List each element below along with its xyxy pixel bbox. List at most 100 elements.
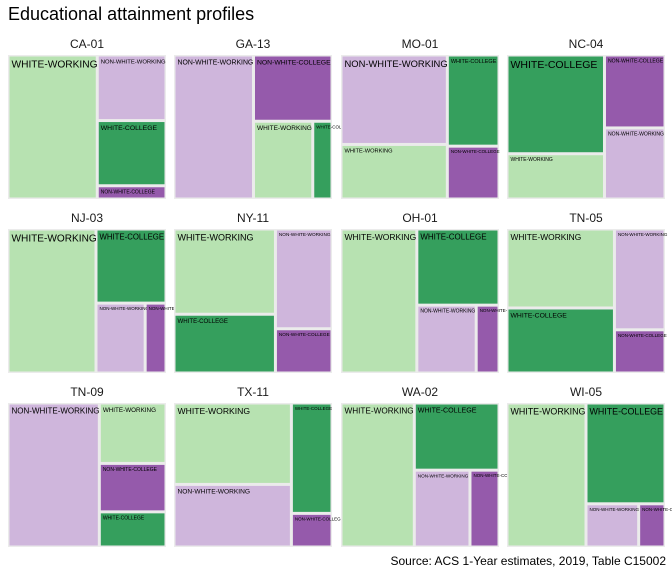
tile-label-ny-11-white-college: WHITE-COLLEGE bbox=[178, 318, 228, 325]
facet-oh-01: WHITE-WORKING WHITE-COLLEGE NON-WHITE-WORK… bbox=[341, 229, 528, 373]
tile-label-tx-11-white-college: WHITE-COLLEGE bbox=[295, 406, 332, 411]
tile-label-oh-01-non-white-college: NON-WHITE-COLLEGE bbox=[480, 308, 529, 313]
tile-label-tn-09-white-working: WHITE-WORKING bbox=[103, 407, 156, 414]
tile-label-tn-05-white-working: WHITE-WORKING bbox=[511, 232, 582, 242]
tile-label-nc-04-white-working: WHITE-WORKING bbox=[511, 157, 553, 163]
facet-label-nj-03: NJ-03 bbox=[71, 211, 103, 225]
tile-nc-04-white-college bbox=[508, 56, 603, 153]
facet-tx-11: WHITE-WORKING NON-WHITE-WORKING WHITE-COLL… bbox=[174, 403, 344, 547]
facet-nj-03: WHITE-WORKING WHITE-COLLEGE NON-WHITE-WORK… bbox=[8, 229, 197, 373]
tile-label-wi-05-non-white-college: NON-WHITE-COLLEGE bbox=[642, 507, 672, 512]
tile-label-ca-01-white-working: WHITE-WORKING bbox=[12, 60, 98, 71]
tile-label-nc-04-non-white-working: NON-WHITE-WORKING bbox=[608, 132, 664, 138]
tile-label-tn-05-non-white-working: NON-WHITE-WORKING bbox=[618, 232, 668, 237]
tile-wi-05-white-working bbox=[508, 404, 585, 546]
tile-nj-03-non-white-working bbox=[97, 304, 144, 372]
facet-tn-05: WHITE-WORKING WHITE-COLLEGE NON-WHITE-WORK… bbox=[507, 229, 668, 373]
tile-label-wa-02-white-college: WHITE-COLLEGE bbox=[418, 407, 477, 415]
facet-label-wa-02: WA-02 bbox=[402, 385, 439, 399]
facet-label-tn-09: TN-09 bbox=[70, 385, 104, 399]
tile-ga-13-non-white-college bbox=[254, 56, 331, 120]
tile-ny-11-non-white-working bbox=[276, 230, 331, 328]
facet-ga-13: NON-WHITE-WORKING NON-WHITE-COLLEGE WHITE-… bbox=[174, 55, 354, 199]
tile-wa-02-non-white-college bbox=[471, 471, 498, 546]
facet-wi-05: WHITE-WORKING WHITE-COLLEGE NON-WHITE-WORK… bbox=[507, 403, 672, 547]
tile-oh-01-non-white-college bbox=[477, 306, 498, 372]
tile-ga-13-white-working bbox=[254, 122, 312, 198]
tile-tx-11-non-white-working bbox=[175, 485, 290, 546]
tile-label-mo-01-non-white-working: NON-WHITE-WORKING bbox=[345, 58, 448, 69]
tile-label-ca-01-white-college: WHITE-COLLEGE bbox=[101, 125, 158, 132]
tile-ca-01-non-white-college bbox=[98, 187, 165, 198]
tile-ga-13-non-white-working bbox=[175, 56, 252, 198]
facet-tn-09: NON-WHITE-WORKING WHITE-WORKING NON-WHITE-… bbox=[8, 403, 166, 547]
tile-tn-09-white-working bbox=[100, 404, 165, 462]
tile-tn-05-non-white-working bbox=[615, 230, 664, 329]
tile-nc-04-white-working bbox=[508, 155, 603, 198]
tile-ny-11-white-college bbox=[175, 315, 274, 372]
tile-label-ny-11-non-white-working: NON-WHITE-WORKING bbox=[279, 232, 331, 237]
tile-label-oh-01-white-college: WHITE-COLLEGE bbox=[420, 233, 486, 242]
tile-nc-04-non-white-college bbox=[605, 56, 664, 127]
tile-nj-03-white-college bbox=[97, 230, 165, 302]
facet-label-nc-04: NC-04 bbox=[569, 37, 604, 51]
tile-tx-11-white-working bbox=[175, 404, 290, 483]
facet-label-ny-11: NY-11 bbox=[237, 211, 269, 225]
tile-label-nj-03-white-working: WHITE-WORKING bbox=[12, 234, 97, 245]
facet-label-ca-01: CA-01 bbox=[70, 37, 104, 51]
tile-tn-05-non-white-college bbox=[615, 331, 664, 372]
tile-label-oh-01-non-white-working: NON-WHITE-WORKING bbox=[420, 309, 475, 315]
facet-ny-11: WHITE-WORKING WHITE-COLLEGE NON-WHITE-WORK… bbox=[174, 229, 332, 373]
tile-ca-01-white-working bbox=[9, 56, 96, 198]
tile-oh-01-non-white-working bbox=[418, 306, 475, 372]
tile-label-ga-13-white-college: WHITE-COLLEGE bbox=[316, 124, 353, 129]
tile-label-tn-05-white-college: WHITE-COLLEGE bbox=[511, 312, 568, 319]
facet-label-tx-11: TX-11 bbox=[237, 385, 269, 399]
tile-oh-01-white-college bbox=[418, 230, 498, 304]
tile-label-ga-13-white-working: WHITE-WORKING bbox=[257, 125, 312, 132]
tile-label-wa-02-non-white-working: NON-WHITE-WORKING bbox=[418, 473, 469, 478]
tile-label-mo-01-non-white-college: NON-WHITE-COLLEGE bbox=[451, 149, 500, 154]
tile-label-ga-13-non-white-working: NON-WHITE-WORKING bbox=[178, 59, 254, 66]
tile-label-mo-01-white-college: WHITE-COLLEGE bbox=[451, 59, 497, 65]
tile-label-wi-05-non-white-working: NON-WHITE-WORKING bbox=[590, 507, 640, 512]
tile-tn-05-white-college bbox=[508, 309, 613, 372]
tile-nj-03-white-working bbox=[9, 230, 95, 372]
tile-tn-05-white-working bbox=[508, 230, 613, 307]
facet-label-oh-01: OH-01 bbox=[402, 211, 438, 225]
tile-ny-11-white-working bbox=[175, 230, 274, 313]
tile-label-nc-04-non-white-college: NON-WHITE-COLLEGE bbox=[608, 59, 664, 65]
tile-ga-13-white-college bbox=[314, 122, 331, 198]
facet-label-wi-05: WI-05 bbox=[570, 385, 602, 399]
tile-label-tn-09-non-white-college: NON-WHITE-COLLEGE bbox=[103, 467, 158, 473]
tile-mo-01-white-working bbox=[342, 145, 446, 198]
tile-ny-11-non-white-college bbox=[276, 330, 331, 372]
tile-label-ca-01-non-white-college: NON-WHITE-COLLEGE bbox=[101, 189, 156, 195]
tile-ca-01-non-white-working bbox=[98, 56, 165, 120]
tile-label-wa-02-non-white-college: NON-WHITE-COLLEGE bbox=[473, 473, 522, 478]
facet-wa-02: WHITE-WORKING WHITE-COLLEGE NON-WHITE-WORK… bbox=[341, 403, 522, 547]
tile-label-wa-02-white-working: WHITE-WORKING bbox=[345, 407, 414, 416]
tile-label-ny-11-white-working: WHITE-WORKING bbox=[178, 233, 254, 243]
facet-label-mo-01: MO-01 bbox=[402, 37, 439, 51]
tile-label-mo-01-white-working: WHITE-WORKING bbox=[345, 149, 393, 155]
tile-label-tx-11-non-white-working: NON-WHITE-WORKING bbox=[178, 488, 251, 495]
tile-ca-01-white-college bbox=[98, 122, 165, 185]
tile-label-ny-11-non-white-college: NON-WHITE-COLLEGE bbox=[279, 332, 330, 337]
chart-title: Educational attainment profiles bbox=[8, 4, 255, 24]
facet-mo-01: NON-WHITE-WORKING WHITE-WORKING WHITE-COLL… bbox=[341, 55, 500, 199]
facet-label-tn-05: TN-05 bbox=[569, 211, 603, 225]
tile-wa-02-non-white-working bbox=[415, 471, 469, 546]
tile-tx-11-non-white-college bbox=[292, 514, 331, 546]
tile-label-wi-05-white-college: WHITE-COLLEGE bbox=[590, 406, 664, 416]
tile-wi-05-non-white-working bbox=[587, 505, 638, 546]
tile-mo-01-non-white-college bbox=[448, 147, 498, 198]
tile-oh-01-white-working bbox=[342, 230, 416, 372]
tile-wa-02-white-working bbox=[342, 404, 413, 546]
chart-caption: Source: ACS 1-Year estimates, 2019, Tabl… bbox=[390, 554, 666, 568]
tile-label-ga-13-non-white-college: NON-WHITE-COLLEGE bbox=[257, 59, 331, 66]
tile-label-tn-09-non-white-working: NON-WHITE-WORKING bbox=[12, 407, 100, 416]
tile-tn-09-white-college bbox=[100, 513, 165, 546]
tile-label-nc-04-white-college: WHITE-COLLEGE bbox=[511, 59, 598, 71]
